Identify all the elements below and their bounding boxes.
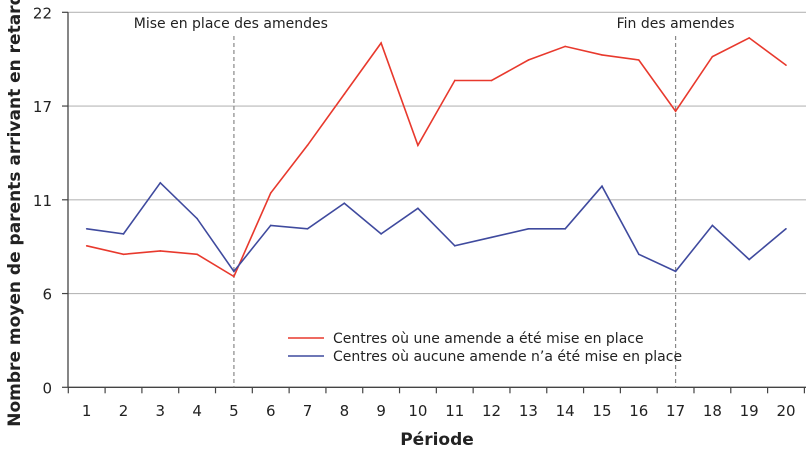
- data-point: [380, 233, 382, 235]
- data-point: [85, 227, 88, 230]
- x-tick-label: 14: [556, 402, 575, 420]
- data-point: [343, 202, 346, 205]
- data-point: [306, 227, 309, 230]
- x-tick-label: 3: [156, 402, 166, 420]
- legend: Centres où une amende a été mise en plac…: [288, 331, 682, 365]
- data-point: [564, 227, 566, 230]
- data-point: [674, 110, 677, 112]
- annotation-label: Fin des amendes: [617, 16, 735, 32]
- data-point: [601, 185, 603, 187]
- legend-label-0: Centres où une amende a été mise en plac…: [333, 331, 644, 347]
- data-point: [527, 227, 530, 230]
- y-tick-label: 0: [42, 379, 52, 397]
- x-tick-label: 5: [229, 402, 239, 420]
- data-point: [417, 144, 419, 147]
- x-tick-label: 17: [666, 402, 685, 420]
- x-tick-label: 15: [592, 402, 611, 420]
- data-point: [785, 64, 787, 66]
- data-point: [269, 192, 272, 194]
- data-point: [490, 236, 493, 239]
- data-point: [159, 181, 162, 184]
- y-tick-label: 22: [33, 4, 52, 22]
- data-point: [343, 93, 346, 95]
- data-point: [748, 258, 750, 261]
- data-point: [711, 55, 714, 58]
- x-tick-label: 8: [340, 402, 350, 420]
- x-tick-label: 6: [266, 402, 276, 420]
- x-tick-label: 13: [519, 402, 538, 420]
- data-point: [564, 45, 566, 48]
- data-point: [417, 207, 419, 210]
- data-point: [674, 270, 677, 273]
- x-tick-label: 4: [192, 402, 202, 420]
- x-tick-label: 19: [740, 402, 759, 420]
- data-point: [601, 54, 603, 56]
- data-point: [637, 253, 640, 256]
- x-tick-label: 10: [408, 402, 427, 420]
- data-point: [269, 224, 272, 227]
- data-point: [159, 250, 162, 252]
- data-point: [527, 59, 530, 61]
- x-tick-label: 2: [119, 402, 129, 420]
- x-axis: 1 2 3 4 5 6 7 8 9 10 11 12 13 14 15 16 17 18 19 20: [67, 386, 806, 420]
- series-line-0: [86, 36, 787, 278]
- legend-label-1: Centres où aucune amende n’a été mise en…: [333, 349, 682, 365]
- data-point: [196, 217, 198, 220]
- x-tick-label: 20: [776, 402, 795, 420]
- x-tick-label: 16: [629, 402, 648, 420]
- data-point: [122, 253, 125, 256]
- x-tick-label: 18: [703, 402, 722, 420]
- y-axis-label: Nombre moyen de parents arrivant en reta…: [5, 0, 25, 427]
- data-point: [711, 224, 714, 227]
- data-point: [233, 270, 235, 273]
- data-point: [637, 59, 640, 61]
- data-point: [306, 144, 309, 147]
- data-point: [785, 227, 787, 230]
- x-tick-label: 9: [376, 402, 386, 420]
- data-point: [453, 245, 456, 247]
- x-axis-label: Période: [400, 430, 474, 450]
- data-point: [122, 233, 125, 235]
- annotation-label: Mise en place des amendes: [134, 16, 328, 32]
- y-tick-label: 17: [33, 98, 52, 116]
- series-lines: [85, 36, 787, 278]
- data-point: [380, 42, 382, 44]
- x-tick-label: 12: [482, 402, 501, 420]
- data-point: [453, 79, 456, 82]
- data-point: [748, 37, 750, 39]
- data-point: [490, 79, 493, 82]
- y-tick-label: 11: [33, 192, 52, 210]
- x-tick-label: 1: [82, 402, 92, 420]
- y-axis-ticks: 0 6 11 17 22: [33, 4, 69, 397]
- data-point: [233, 275, 235, 278]
- x-tick-label: 11: [445, 402, 464, 420]
- y-tick-label: 6: [42, 286, 52, 304]
- series-line-1: [86, 181, 787, 273]
- gridlines: [68, 11, 806, 295]
- x-tick-label: 7: [303, 402, 313, 420]
- annotations: Mise en place des amendes Fin des amendes: [134, 16, 735, 388]
- data-point: [85, 245, 88, 247]
- data-point: [196, 253, 198, 256]
